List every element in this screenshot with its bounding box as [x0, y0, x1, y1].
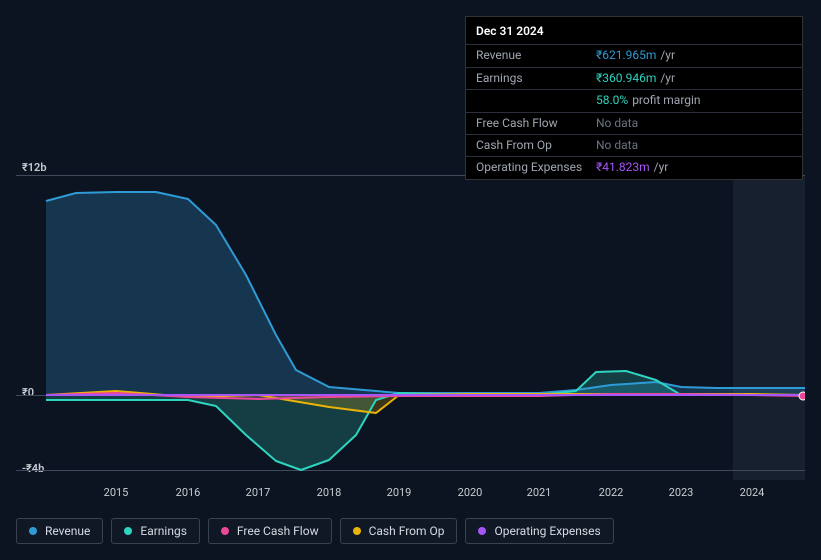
xaxis-label: 2022	[599, 486, 624, 499]
legend-item-earnings[interactable]: Earnings	[111, 518, 200, 544]
legend-label: Earnings	[140, 524, 187, 538]
tooltip-row-value: No data	[596, 115, 792, 132]
xaxis-label: 2016	[176, 486, 201, 499]
tooltip-row: Earnings₹360.946m/yr	[466, 67, 802, 89]
tooltip-date: Dec 31 2024	[466, 17, 802, 44]
data-tooltip: Dec 31 2024 Revenue₹621.965m/yrEarnings₹…	[465, 16, 803, 180]
legend-item-revenue[interactable]: Revenue	[16, 518, 103, 544]
tooltip-row-value: 58.0%profit margin	[596, 92, 792, 109]
tooltip-row: Cash From OpNo data	[466, 134, 802, 156]
legend-label: Operating Expenses	[494, 524, 600, 538]
legend: Revenue Earnings Free Cash Flow Cash From O…	[16, 518, 614, 544]
legend-item-cash-from-op[interactable]: Cash From Op	[340, 518, 458, 544]
tooltip-row: Free Cash FlowNo data	[466, 112, 802, 134]
legend-label: Revenue	[45, 524, 90, 538]
tooltip-row-label: Earnings	[476, 70, 596, 87]
xaxis-label: 2019	[387, 486, 412, 499]
xaxis-label: 2021	[527, 486, 552, 499]
tooltip-row-label: Revenue	[476, 47, 596, 64]
tooltip-row-value: ₹41.823m/yr	[596, 159, 792, 176]
legend-swatch	[478, 527, 486, 535]
tooltip-row-label: Operating Expenses	[476, 159, 596, 176]
xaxis-label: 2018	[317, 486, 342, 499]
yaxis-label-top: ₹12b	[22, 161, 47, 174]
tooltip-row-value: ₹621.965m/yr	[596, 47, 792, 64]
tooltip-row-value: ₹360.946m/yr	[596, 70, 792, 87]
chart[interactable]	[16, 175, 805, 480]
legend-item-free-cash-flow[interactable]: Free Cash Flow	[208, 518, 332, 544]
legend-swatch	[353, 527, 361, 535]
legend-swatch	[124, 527, 132, 535]
legend-swatch	[29, 527, 37, 535]
tooltip-row: Revenue₹621.965m/yr	[466, 44, 802, 66]
tooltip-row-label: Free Cash Flow	[476, 115, 596, 132]
endpoint-marker	[799, 392, 805, 400]
xaxis-label: 2020	[458, 486, 483, 499]
revenue-area	[46, 192, 805, 395]
xaxis-label: 2015	[104, 486, 129, 499]
legend-label: Free Cash Flow	[237, 524, 319, 538]
tooltip-row-label	[476, 92, 596, 109]
xaxis-label: 2024	[740, 486, 765, 499]
legend-label: Cash From Op	[369, 524, 445, 538]
tooltip-row-value: No data	[596, 137, 792, 154]
tooltip-row-label: Cash From Op	[476, 137, 596, 154]
legend-item-operating-expenses[interactable]: Operating Expenses	[465, 518, 613, 544]
xaxis: 2015 2016 2017 2018 2019 2020 2021 2022 2023 2024	[16, 486, 805, 502]
xaxis-label: 2023	[669, 486, 694, 499]
legend-swatch	[221, 527, 229, 535]
tooltip-row: Operating Expenses₹41.823m/yr	[466, 156, 802, 178]
xaxis-label: 2017	[246, 486, 271, 499]
tooltip-row: 58.0%profit margin	[466, 89, 802, 111]
